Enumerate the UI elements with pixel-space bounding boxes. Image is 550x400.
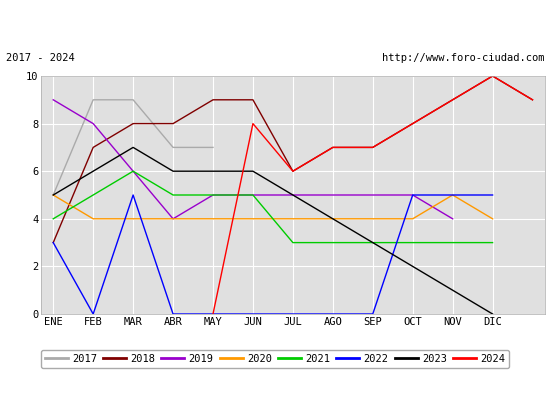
Text: 2017 - 2024: 2017 - 2024 — [6, 53, 74, 63]
Text: Evolucion del paro registrado en Matanza: Evolucion del paro registrado en Matanza — [136, 14, 414, 28]
Legend: 2017, 2018, 2019, 2020, 2021, 2022, 2023, 2024: 2017, 2018, 2019, 2020, 2021, 2022, 2023… — [41, 350, 509, 368]
Text: http://www.foro-ciudad.com: http://www.foro-ciudad.com — [382, 53, 544, 63]
